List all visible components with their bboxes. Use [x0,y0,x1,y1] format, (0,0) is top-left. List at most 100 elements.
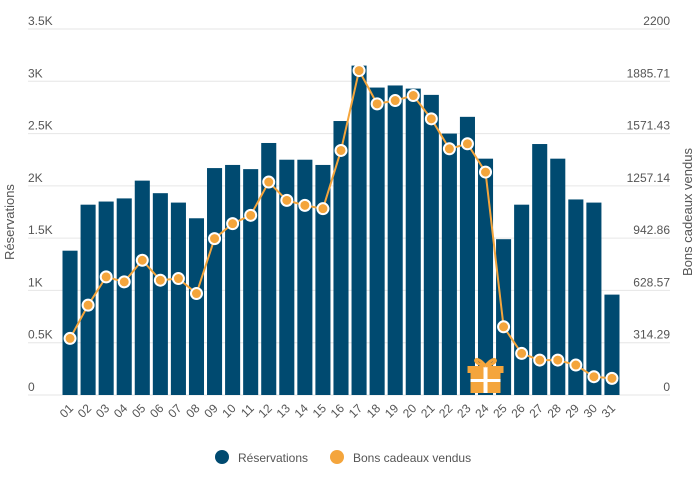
bar[interactable] [188,218,205,395]
line-point[interactable] [551,353,565,367]
gift-icon [467,357,504,393]
line-point[interactable] [153,273,167,287]
bar[interactable] [477,158,494,395]
x-tick-label: 22 [436,401,456,421]
bar[interactable] [496,239,512,395]
line-point[interactable] [388,94,402,108]
bar[interactable] [98,201,114,395]
line-point[interactable] [424,112,438,126]
line-point[interactable] [479,165,493,179]
bar[interactable] [116,198,132,395]
bar[interactable] [405,88,421,395]
right-tick-label: 1257.14 [627,171,671,185]
bar[interactable] [586,202,602,395]
bar[interactable] [261,142,277,395]
line-point[interactable] [569,358,583,372]
x-tick-label: 23 [454,401,474,421]
line-point[interactable] [352,64,366,78]
gift-bow-right [484,357,497,368]
x-tick-label: 24 [472,401,492,421]
right-tick-label: 0 [663,380,670,394]
x-tick-label: 10 [219,401,239,421]
line-point[interactable] [533,353,547,367]
bar[interactable] [279,159,295,395]
bar[interactable] [387,85,403,396]
line-point[interactable] [406,89,420,103]
line-point[interactable] [442,142,456,156]
line-point[interactable] [334,143,348,157]
left-tick-label: 2.5K [28,119,53,133]
bar[interactable] [441,133,457,396]
bar[interactable] [152,193,168,395]
bar[interactable] [225,164,241,395]
x-tick-label: 11 [238,401,257,420]
left-tick-label: 3K [28,66,43,80]
bar[interactable] [550,158,566,395]
line-point[interactable] [497,320,511,334]
x-tick-label: 09 [201,401,221,421]
bar[interactable] [604,294,620,395]
left-axis: 0 0.5K 1K 1.5K 2K 2.5K 3K 3.5K [28,14,53,394]
bar[interactable] [315,164,331,395]
bar[interactable] [532,144,548,395]
x-tick-label: 27 [526,401,546,421]
line-point[interactable] [226,217,240,231]
line-point[interactable] [81,298,95,312]
line-point[interactable] [135,253,149,267]
x-tick-label: 16 [328,401,348,421]
x-tick-label: 05 [129,401,149,421]
left-tick-label: 0 [28,380,35,394]
line-point[interactable] [460,137,474,151]
bar[interactable] [423,94,439,395]
right-tick-label: 942.86 [633,223,670,237]
legend: Réservations Bons cadeaux vendus [215,450,471,465]
line-point[interactable] [189,287,203,301]
line-point[interactable] [515,346,529,360]
x-tick-label: 07 [165,401,185,421]
line-point[interactable] [208,232,222,246]
bar[interactable] [514,204,530,395]
bar[interactable] [568,199,584,395]
x-tick-label: 03 [93,401,113,421]
line-point[interactable] [587,370,601,384]
x-tick-label: 08 [183,401,203,421]
left-tick-label: 2K [28,171,43,185]
bar[interactable] [459,116,475,395]
line-point[interactable] [244,208,258,222]
line-point[interactable] [117,275,131,289]
bar[interactable] [333,121,349,395]
legend-label-gift-cards: Bons cadeaux vendus [353,451,471,465]
right-axis: 0 314.29 628.57 942.86 1257.14 1571.43 1885.71… [627,14,671,394]
line-point[interactable] [605,371,619,385]
line-point[interactable] [262,175,276,189]
right-tick-label: 1885.71 [627,66,671,80]
bar[interactable] [351,65,367,395]
legend-item-gift-cards[interactable]: Bons cadeaux vendus [330,450,471,465]
left-tick-label: 1.5K [28,223,53,237]
bar-series [62,65,620,396]
bar[interactable] [369,87,385,395]
line-point[interactable] [316,202,330,216]
x-tick-label: 20 [400,401,420,421]
line-point[interactable] [298,198,312,212]
bar[interactable] [297,159,313,395]
bar[interactable] [170,202,186,395]
x-tick-label: 31 [599,401,619,421]
line-point[interactable] [370,97,384,111]
bar[interactable] [243,169,259,395]
x-tick-label: 17 [346,401,366,421]
bar[interactable] [134,180,150,395]
x-tick-label: 01 [57,401,77,421]
line-point[interactable] [99,270,113,284]
x-tick-label: 30 [581,401,601,421]
line-point[interactable] [280,193,294,207]
left-tick-label: 3.5K [28,14,53,28]
line-point[interactable] [171,272,185,286]
line-point[interactable] [63,331,77,345]
right-axis-title: Bons cadeaux vendus [680,148,695,276]
bar[interactable] [62,250,78,395]
legend-item-reservations[interactable]: Réservations [215,450,308,465]
x-tick-label: 02 [75,401,95,421]
bar[interactable] [207,168,223,395]
x-tick-label: 04 [111,401,131,421]
